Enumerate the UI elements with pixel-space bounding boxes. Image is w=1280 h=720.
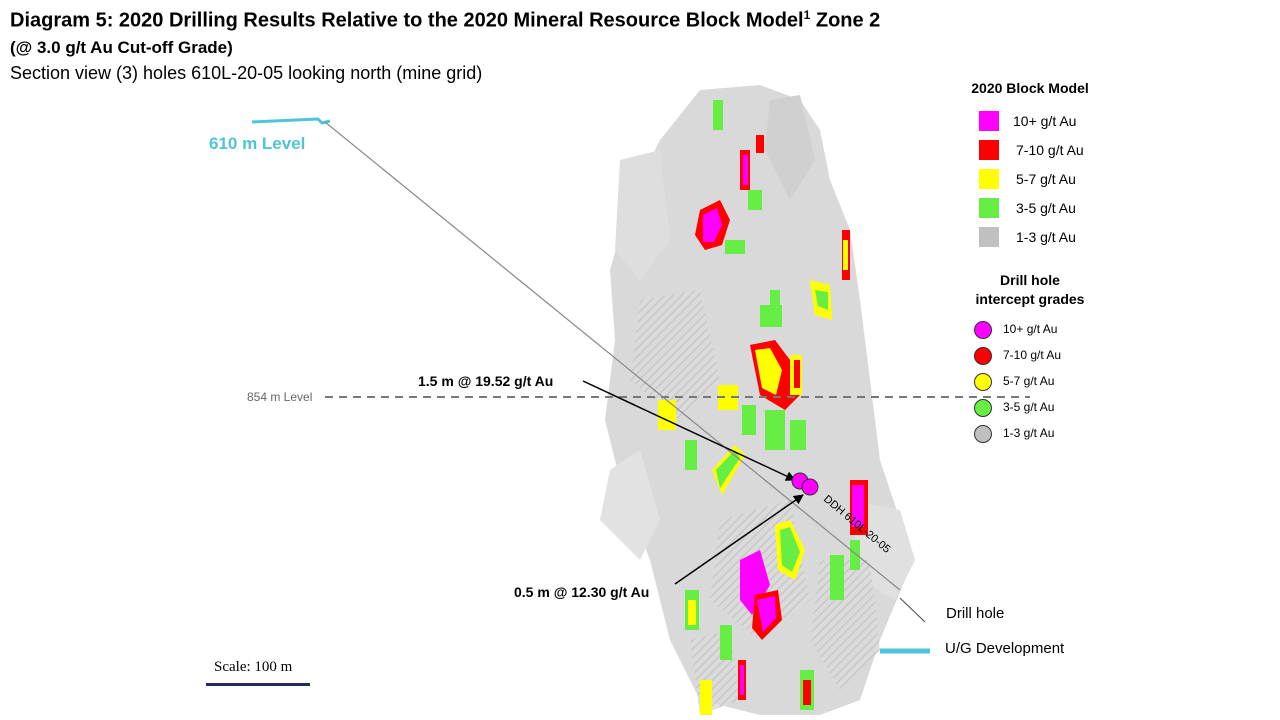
block-legend-swatch (979, 111, 999, 131)
block-legend-swatch (979, 169, 999, 189)
drill-legend-dot (974, 321, 992, 339)
intercept-2-dot (801, 478, 819, 496)
diagram-title: Diagram 5: 2020 Drilling Results Relativ… (10, 8, 881, 32)
block-legend-swatch (979, 198, 999, 218)
intercept-2-arrow (674, 494, 804, 585)
block-legend-swatch (979, 227, 999, 247)
block-legend-label: 3-5 g/t Au (1016, 200, 1076, 216)
block-model-legend-title: 2020 Block Model (971, 80, 1089, 96)
title-superscript: 1 (803, 8, 811, 22)
drill-legend-dot (974, 399, 992, 417)
block-legend-label: 1-3 g/t Au (1016, 229, 1076, 245)
intercept-1-label: 1.5 m @ 19.52 g/t Au (418, 373, 553, 389)
drill-legend-label: 1-3 g/t Au (1003, 426, 1055, 440)
drill-legend-dot (974, 425, 992, 443)
block-legend-label: 10+ g/t Au (1013, 113, 1077, 129)
intercept-2-label: 0.5 m @ 12.30 g/t Au (514, 584, 649, 600)
scale-bar (206, 683, 310, 686)
diagram-subtitle: (@ 3.0 g/t Au Cut-off Grade) (10, 38, 233, 57)
drill-legend-label: 10+ g/t Au (1003, 322, 1058, 336)
drill-legend-label: 5-7 g/t Au (1003, 374, 1055, 388)
intercept-1-arrow (582, 380, 796, 481)
drill-legend-label: 3-5 g/t Au (1003, 400, 1055, 414)
level-854-label: 854 m Level (247, 390, 312, 404)
drill-legend-title-line1: Drill hole (1000, 272, 1060, 288)
legend-drill-hole-line (899, 597, 926, 623)
section-description: Section view (3) holes 610L-20-05 lookin… (10, 63, 483, 83)
drill-legend-label: 7-10 g/t Au (1003, 348, 1062, 362)
drill-hole-trace (324, 121, 901, 591)
level-610-label: 610 m Level (209, 134, 305, 153)
legend-ug-development-label: U/G Development (945, 640, 1065, 657)
block-legend-label: 5-7 g/t Au (1016, 171, 1076, 187)
drill-legend-dot (974, 347, 992, 365)
scale-label: Scale: 100 m (214, 659, 293, 675)
block-legend-label: 7-10 g/t Au (1016, 142, 1084, 158)
block-legend-swatch (979, 140, 999, 160)
legend-drill-hole-label: Drill hole (946, 605, 1004, 622)
level-610-development (251, 117, 331, 125)
block-model-grade-zones (658, 100, 868, 715)
drill-legend-title-line2: intercept grades (975, 291, 1085, 307)
drill-legend-dot (974, 373, 992, 391)
